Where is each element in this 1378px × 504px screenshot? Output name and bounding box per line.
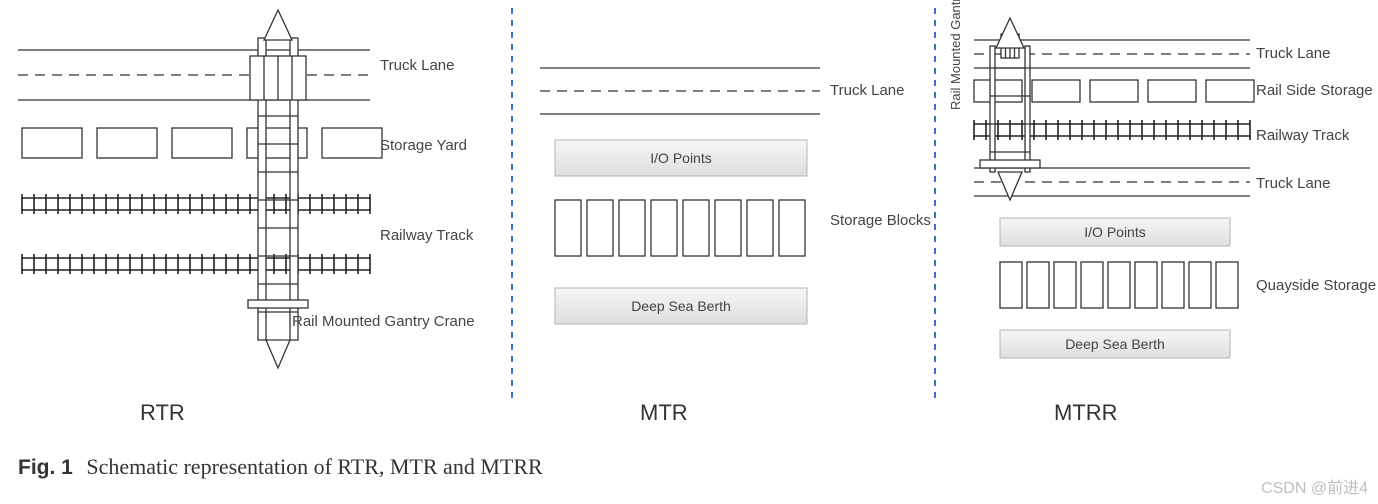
svg-text:I/O Points: I/O Points: [650, 150, 711, 166]
caption-bold: Fig. 1: [18, 456, 73, 479]
svg-text:MTR: MTR: [640, 400, 688, 425]
svg-text:Truck Lane: Truck Lane: [1256, 175, 1330, 192]
svg-text:MTRR: MTRR: [1054, 400, 1118, 425]
svg-text:Rail Mounted Gantry Crane: Rail Mounted Gantry Crane: [948, 0, 963, 110]
figure-caption: Fig. 1 Schematic representation of RTR, …: [18, 454, 543, 480]
svg-text:I/O Points: I/O Points: [1084, 224, 1145, 240]
svg-text:Truck Lane: Truck Lane: [830, 82, 904, 99]
svg-text:Rail Side Storage: Rail Side Storage: [1256, 82, 1373, 99]
watermark: CSDN @前进4: [1261, 474, 1368, 498]
svg-text:Storage Yard: Storage Yard: [380, 137, 467, 154]
figure-root: Truck Lane Storage Yard Railway Track Rail …: [0, 0, 1378, 504]
svg-text:Deep Sea Berth: Deep Sea Berth: [1065, 336, 1165, 352]
svg-text:RTR: RTR: [140, 400, 185, 425]
svg-text:Railway Track: Railway Track: [380, 227, 474, 244]
caption-text: Schematic representation of RTR, MTR and…: [86, 454, 542, 479]
svg-text:Deep Sea Berth: Deep Sea Berth: [631, 298, 731, 314]
figure-svg: Truck Lane Storage Yard Railway Track Rail …: [0, 0, 1378, 504]
svg-text:Rail Mounted Gantry Crane: Rail Mounted Gantry Crane: [292, 313, 475, 330]
svg-text:Railway Track: Railway Track: [1256, 127, 1350, 144]
svg-text:Truck Lane: Truck Lane: [380, 57, 454, 74]
svg-text:Storage Blocks: Storage Blocks: [830, 212, 931, 229]
svg-text:Truck Lane: Truck Lane: [1256, 45, 1330, 62]
svg-text:Quayside Storage: Quayside Storage: [1256, 277, 1376, 294]
